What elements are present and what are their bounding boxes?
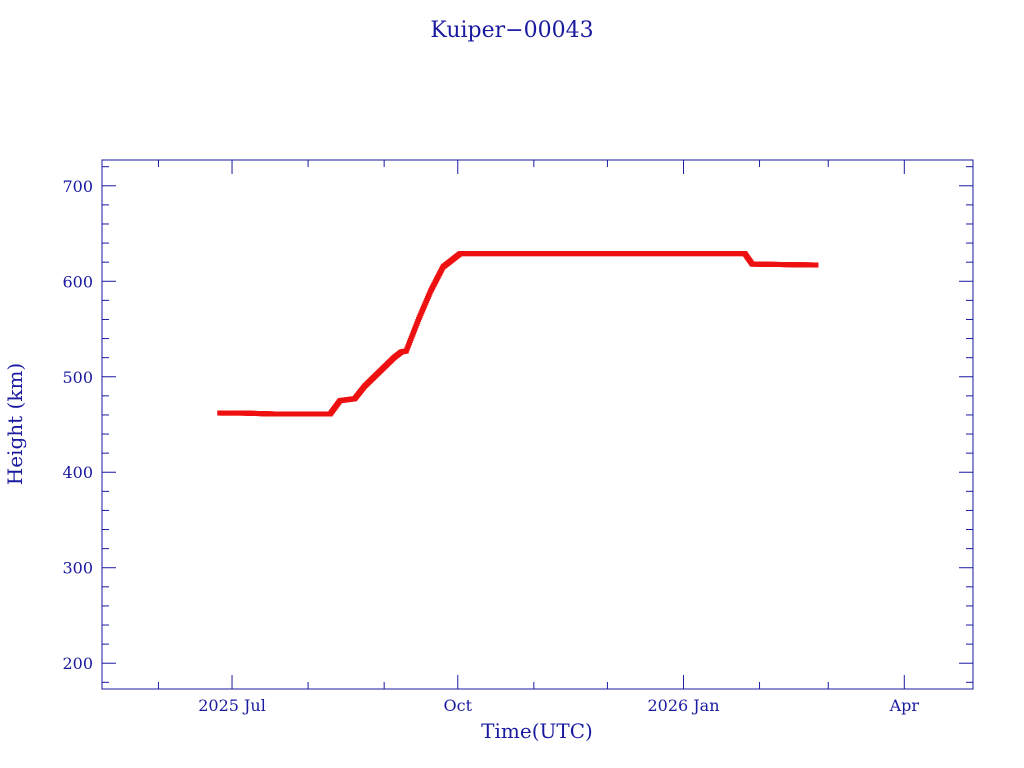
x-tick-label: 2026 Jan — [647, 696, 719, 715]
x-axis-label: Time(UTC) — [481, 719, 593, 743]
y-tick-label: 500 — [62, 368, 93, 387]
y-tick-labels: 200 300 400 500 600 700 — [62, 177, 93, 673]
data-series — [217, 251, 819, 417]
y-tick-label: 400 — [62, 463, 93, 482]
plot-frame — [101, 159, 974, 690]
x-tick-labels: 2025 Jul Oct 2026 Jan Apr — [198, 696, 919, 715]
x-tick-label: Oct — [444, 696, 473, 715]
y-tick-label: 300 — [62, 559, 93, 578]
x-tick-label: 2025 Jul — [198, 696, 266, 715]
y-tick-label: 200 — [62, 654, 93, 673]
axis-ticks — [102, 160, 973, 689]
y-tick-label: 600 — [62, 272, 93, 291]
y-axis-label: Height (km) — [3, 363, 27, 485]
chart-title: Kuiper−00043 — [430, 18, 593, 43]
x-tick-label: Apr — [889, 696, 920, 715]
y-tick-label: 700 — [62, 177, 93, 196]
data-point — [813, 262, 819, 268]
